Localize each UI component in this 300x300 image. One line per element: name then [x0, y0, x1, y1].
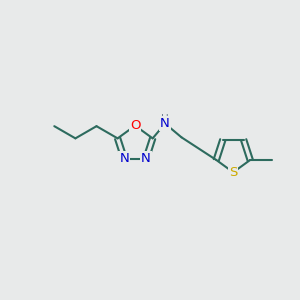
Text: H: H: [161, 113, 169, 124]
Text: N: N: [119, 152, 129, 166]
Text: N: N: [160, 117, 170, 130]
Text: N: N: [141, 152, 151, 166]
Text: S: S: [229, 166, 237, 179]
Text: O: O: [130, 119, 140, 132]
